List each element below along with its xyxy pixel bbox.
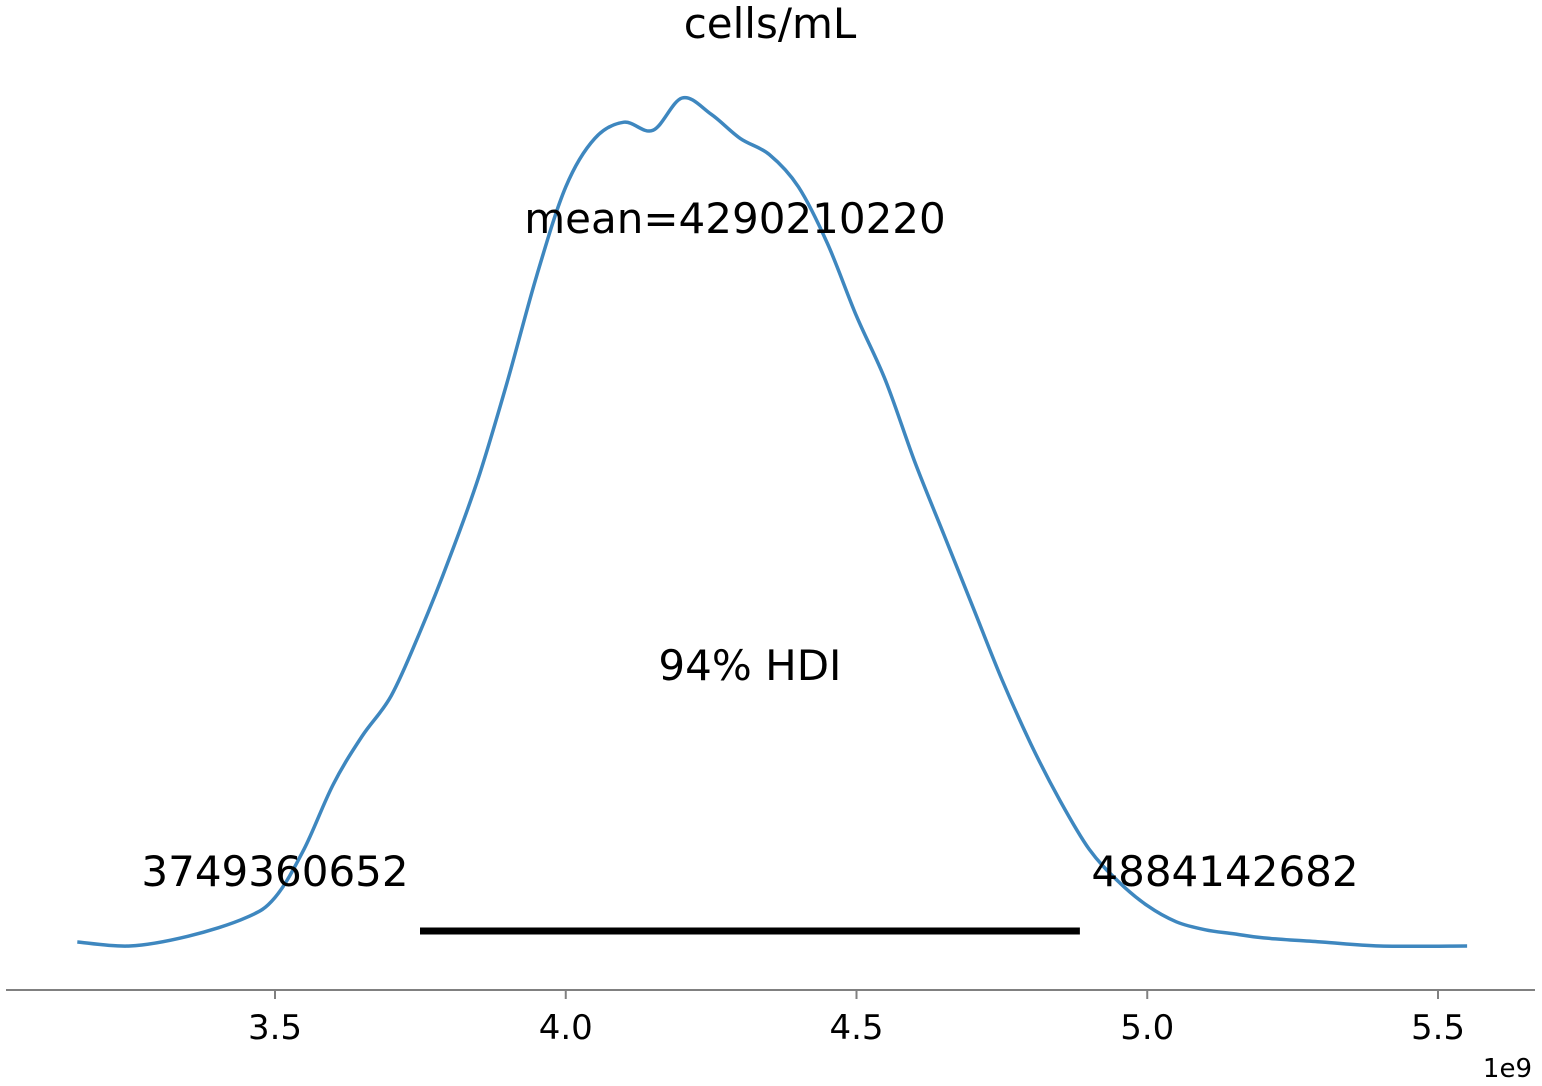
- x-tick-label: 4.5: [829, 1008, 883, 1048]
- hdi-lower-bound-label: 3749360652: [141, 847, 408, 896]
- x-tick-label: 5.0: [1120, 1008, 1174, 1048]
- x-tick-label: 4.0: [539, 1008, 593, 1048]
- x-axis-ticks: 3.5 4.0 4.5 5.0 5.5: [248, 990, 1465, 1048]
- mean-annotation: mean=4290210220: [524, 194, 946, 243]
- density-curve: [77, 95, 1468, 949]
- chart-title: cells/mL: [684, 0, 857, 48]
- density-curve-layer: [77, 95, 1468, 949]
- x-axis-offset-label: 1e9: [1483, 1054, 1532, 1084]
- hdi-upper-bound-label: 4884142682: [1091, 847, 1358, 896]
- hdi-annotation: 94% HDI: [658, 641, 841, 690]
- x-tick-label: 3.5: [248, 1008, 302, 1048]
- x-tick-label: 5.5: [1411, 1008, 1465, 1048]
